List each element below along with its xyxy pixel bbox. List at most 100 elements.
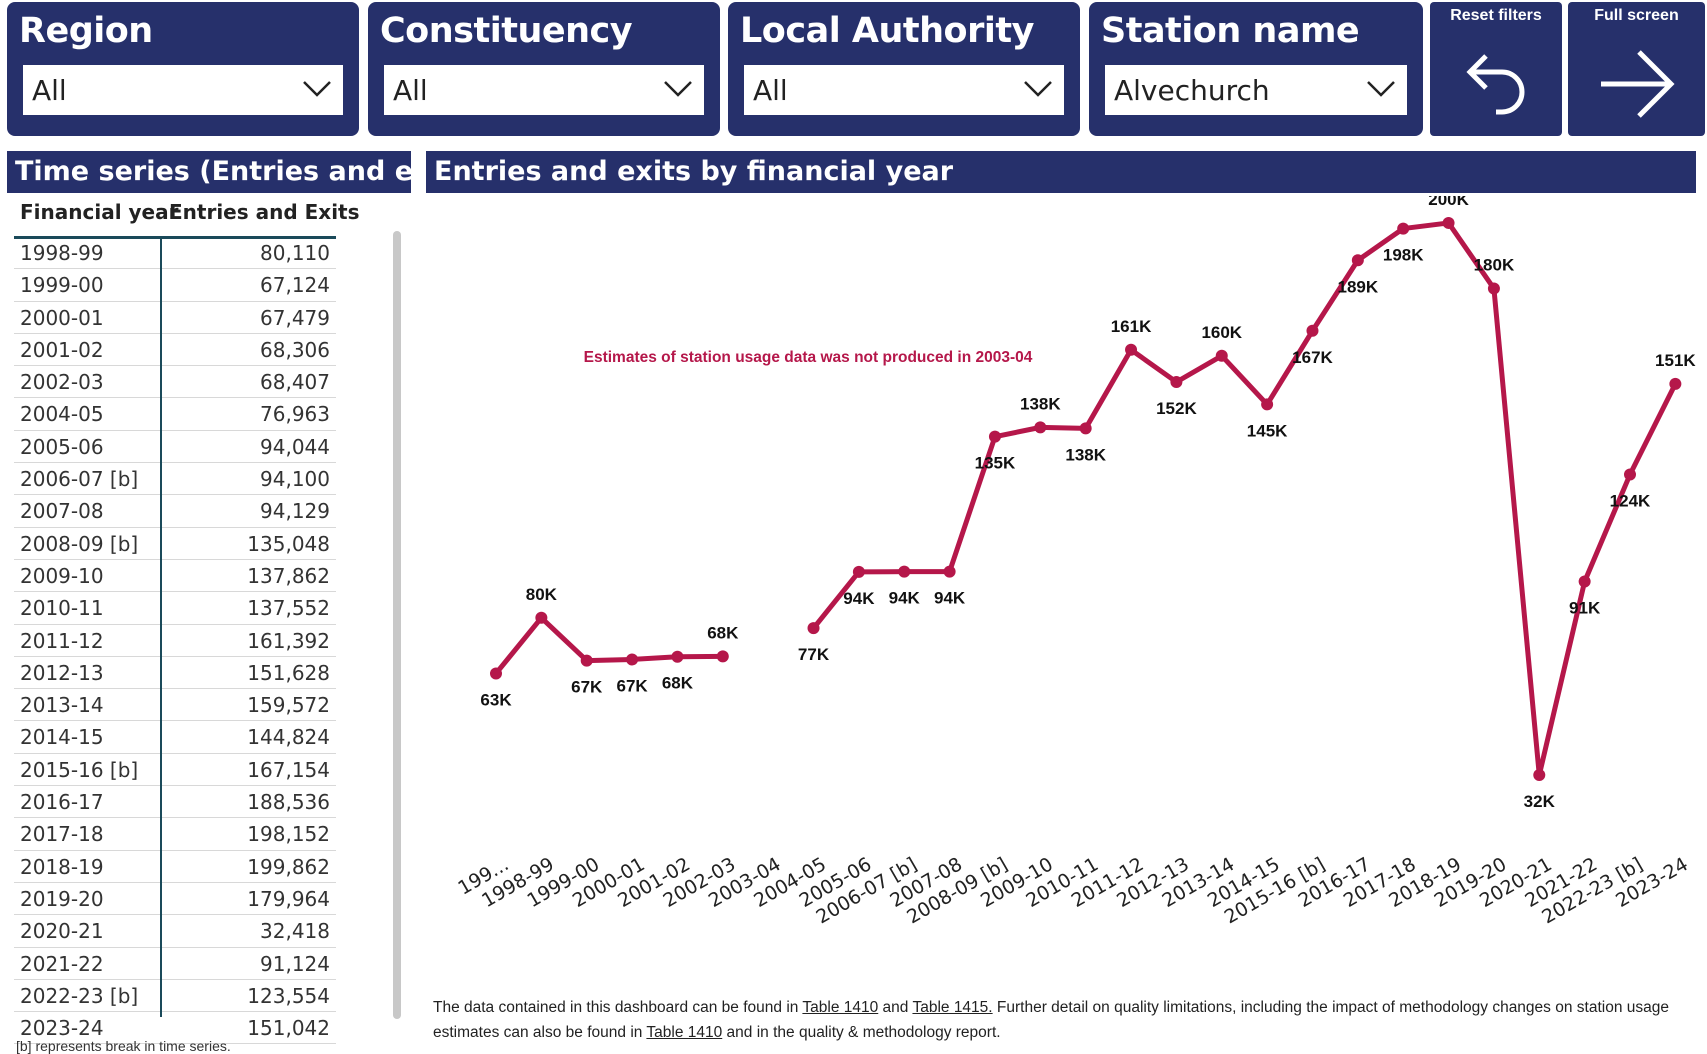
series-line-segment [494,615,723,676]
data-label: 80K [526,585,558,604]
data-point[interactable] [943,565,956,578]
row-value: 167,154 [247,757,330,782]
data-label: 180K [1474,256,1515,275]
row-year: 2019-20 [20,886,104,911]
data-point[interactable] [490,667,502,680]
data-point[interactable] [1533,769,1546,782]
data-point[interactable] [1669,377,1682,390]
data-point[interactable] [1306,324,1319,337]
row-value: 151,628 [247,660,330,685]
row-value: 151,042 [247,1016,330,1041]
table-row: 2017-18 198,152 [14,818,336,851]
table-1410-link-2[interactable]: Table 1410 [646,1024,723,1041]
table-row: 2015-16 [b] 167,154 [14,754,336,787]
row-value: 32,418 [260,919,330,944]
region-dropdown[interactable]: All [23,65,343,115]
data-label: 77K [798,645,830,664]
data-point[interactable] [671,650,684,663]
data-label: 138K [1020,394,1061,413]
col-financial-year[interactable]: Financial year [20,200,179,224]
table-1415-link[interactable]: Table 1415. [912,999,993,1016]
table-scrollbar[interactable] [393,231,401,1019]
row-value: 80,110 [260,241,330,265]
table-row: 2000-01 67,479 [14,302,336,334]
table-row: 2011-12 161,392 [14,625,336,657]
data-label: 160K [1201,323,1242,342]
row-value: 188,536 [247,790,330,815]
data-label: 67K [571,678,603,697]
row-value: 123,554 [247,983,330,1008]
table-row: 2021-22 91,124 [14,948,336,980]
data-point[interactable] [1261,398,1274,411]
data-label: 124K [1610,492,1651,511]
data-point[interactable] [1170,375,1183,388]
row-year: 2009-10 [20,563,104,588]
table-1410-link[interactable]: Table 1410 [802,999,879,1016]
col-entries-exits[interactable]: Entries and Exits [169,200,360,224]
reset-filters-button[interactable]: Reset filters [1430,2,1562,136]
row-year: 2002-03 [20,370,104,395]
data-point[interactable] [1442,216,1455,229]
data-point[interactable] [716,650,729,663]
source-text-3: Further detail on quality limitations, i… [433,999,1669,1041]
data-label: 63K [480,690,512,709]
row-year: 2022-23 [b] [20,983,139,1008]
row-value: 135,048 [247,531,330,556]
row-value: 144,824 [247,725,330,750]
data-point[interactable] [898,565,911,578]
constituency-dropdown-value: All [393,74,428,107]
table-row: 1999-00 67,124 [14,269,336,302]
row-year: 2006-07 [b] [20,467,139,492]
data-point[interactable] [807,622,820,635]
constituency-filter: Constituency All [368,2,720,136]
row-value: 68,306 [260,337,330,362]
data-label: 94K [843,589,875,608]
table-row: 2018-19 199,862 [14,851,336,883]
table-row: 2006-07 [b] 94,100 [14,463,336,496]
data-point[interactable] [580,654,593,667]
data-point[interactable] [1487,282,1500,295]
data-point[interactable] [626,653,639,666]
data-label: 161K [1111,317,1152,336]
row-value: 159,572 [247,693,330,718]
local-authority-dropdown[interactable]: All [744,65,1064,115]
row-year: 2000-01 [20,305,104,330]
table-row: 2008-09 [b] 135,048 [14,528,336,560]
row-value: 67,124 [260,273,330,298]
table-row: 2023-24 151,042 [14,1012,336,1045]
station-name-filter: Station name Alvechurch [1089,2,1423,136]
row-year: 2007-08 [20,499,104,524]
data-label: 67K [616,676,648,695]
full-screen-button[interactable]: Full screen [1568,2,1705,136]
data-label: 138K [1065,445,1106,464]
data-point[interactable] [1215,349,1228,362]
data-point[interactable] [535,611,548,624]
data-point[interactable] [852,565,865,578]
constituency-filter-title: Constituency [380,11,633,51]
reset-filters-label: Reset filters [1450,7,1542,24]
data-point[interactable] [988,430,1001,443]
region-filter: Region All [7,2,359,136]
data-label: 94K [934,589,966,608]
data-point[interactable] [1034,421,1047,434]
row-year: 2004-05 [20,402,104,427]
data-label: 200K [1428,196,1469,209]
data-point[interactable] [1125,343,1138,356]
table-row: 2004-05 76,963 [14,398,336,431]
data-point[interactable] [1578,575,1591,588]
data-point[interactable] [1624,468,1636,481]
data-label: 189K [1338,277,1379,296]
row-year: 2011-12 [20,628,104,653]
data-point[interactable] [1351,254,1364,267]
row-value: 137,552 [247,596,330,621]
row-year: 2017-18 [20,822,104,847]
data-point[interactable] [1079,422,1092,435]
station-name-dropdown[interactable]: Alvechurch [1105,65,1407,115]
row-value: 198,152 [247,822,330,847]
table-row: 2019-20 179,964 [14,883,336,916]
table-row: 2016-17 188,536 [14,786,336,819]
constituency-dropdown[interactable]: All [384,65,704,115]
data-point[interactable] [1397,222,1410,235]
row-year: 2010-11 [20,596,104,621]
chart-annotation: Estimates of station usage data was not … [584,349,1033,366]
